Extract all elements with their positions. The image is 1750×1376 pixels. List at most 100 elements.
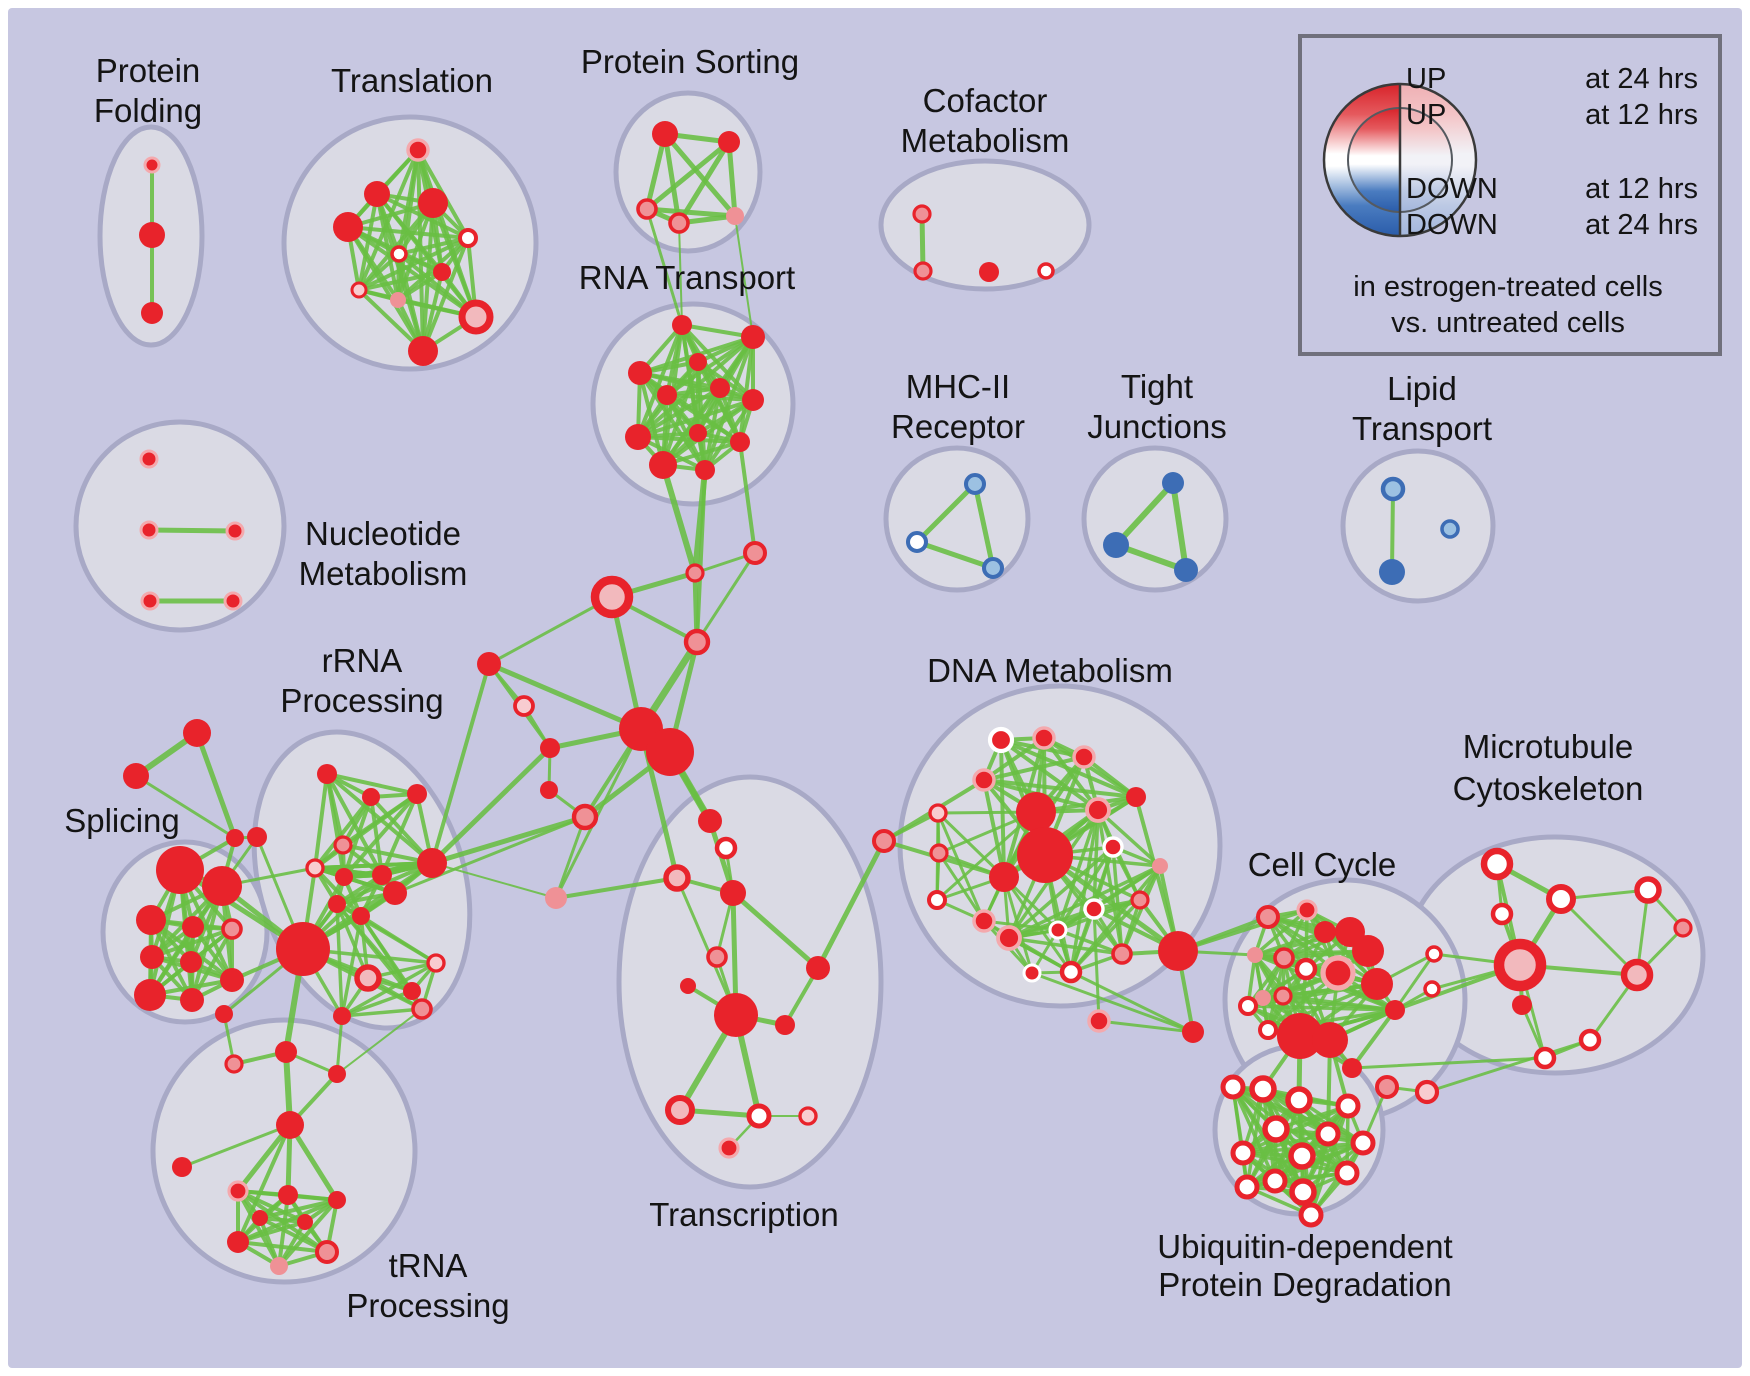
node <box>317 764 337 784</box>
edge <box>1113 480 1176 548</box>
edge <box>134 774 237 840</box>
edge <box>313 866 363 918</box>
legend-time-2: at 12 hrs <box>1585 173 1698 205</box>
edge <box>236 1240 329 1254</box>
edge <box>1092 907 1101 1023</box>
cluster-transcription-label: Transcription <box>649 1196 839 1233</box>
edge <box>636 323 684 439</box>
edge <box>1069 898 1142 974</box>
cluster-cofactor-metabolism-label: Metabolism <box>901 122 1070 159</box>
edge <box>662 131 682 226</box>
node <box>987 726 1015 754</box>
node <box>979 262 999 282</box>
edge <box>431 201 478 319</box>
node <box>746 1103 772 1129</box>
edge <box>554 876 679 900</box>
node <box>1102 836 1124 858</box>
edge <box>1559 897 1639 977</box>
node <box>1546 884 1576 914</box>
edge <box>236 1123 292 1244</box>
cluster-protein-sorting-label: Protein Sorting <box>581 43 799 80</box>
node <box>1048 920 1068 940</box>
node <box>649 451 677 479</box>
node <box>928 803 948 823</box>
node <box>223 591 243 611</box>
node <box>540 781 558 799</box>
edge <box>1170 480 1189 573</box>
node <box>1440 519 1460 539</box>
edge <box>936 811 986 923</box>
edge <box>999 738 1100 812</box>
node <box>1334 1160 1360 1186</box>
cluster-tight-junctions-label: Junctions <box>1087 408 1226 445</box>
node <box>646 728 694 776</box>
edge <box>675 876 738 1017</box>
node <box>665 1095 695 1125</box>
node <box>1022 963 1042 983</box>
edge <box>972 481 996 571</box>
edge <box>190 927 234 1002</box>
node <box>411 998 433 1020</box>
node <box>689 353 707 371</box>
edge <box>1096 808 1162 868</box>
cluster-lipid-transport-label: Lipid <box>1387 370 1457 407</box>
edge <box>359 914 438 965</box>
node <box>963 472 987 496</box>
node <box>718 1137 740 1159</box>
node <box>905 530 929 554</box>
node <box>1289 1178 1317 1206</box>
edge <box>703 335 755 472</box>
edge <box>703 398 755 472</box>
edge <box>287 1122 340 1203</box>
edge <box>914 539 996 571</box>
cluster-ubiquitin-degradation-label: Ubiquitin-dependent <box>1157 1228 1452 1265</box>
cluster-mhc-ii-receptor-shape <box>883 445 1031 593</box>
cluster-tight-junctions-shape <box>1081 445 1229 593</box>
node <box>227 1231 249 1253</box>
node <box>139 449 159 469</box>
edge <box>258 1216 329 1254</box>
node <box>333 1007 351 1025</box>
node <box>225 521 245 541</box>
edge <box>636 398 755 439</box>
edge <box>335 1014 344 1076</box>
edge <box>645 207 684 327</box>
node <box>180 988 204 1012</box>
node <box>1152 858 1168 874</box>
node <box>913 261 933 281</box>
edge <box>357 192 379 292</box>
node <box>1380 476 1406 502</box>
edge <box>1096 808 1124 956</box>
edge <box>313 795 373 870</box>
edge <box>340 1007 424 1018</box>
node <box>276 922 330 976</box>
node <box>1262 1168 1288 1194</box>
cluster-trna-processing-label: tRNA <box>389 1247 468 1284</box>
edge <box>662 131 738 219</box>
node <box>1320 955 1356 991</box>
node <box>247 827 267 847</box>
edge <box>1007 845 1115 940</box>
cluster-nucleotide-metabolism-label: Nucleotide <box>305 515 461 552</box>
edge <box>554 727 643 900</box>
legend-time-1: at 12 hrs <box>1585 99 1698 131</box>
node <box>1288 1142 1316 1170</box>
edge <box>341 843 434 865</box>
edge <box>982 755 1086 782</box>
cluster-rrna-processing-label: Processing <box>280 682 443 719</box>
edge <box>661 398 755 467</box>
node <box>1103 532 1129 558</box>
node <box>123 763 149 789</box>
edge <box>678 222 683 326</box>
node <box>215 1005 233 1023</box>
node <box>1273 947 1295 969</box>
node <box>328 1065 346 1083</box>
node <box>202 866 242 906</box>
cluster-cofactor-metabolism-label: Cofactor <box>923 82 1048 119</box>
node <box>140 591 160 611</box>
node <box>141 302 163 324</box>
cluster-rna-transport-label: RNA Transport <box>579 259 795 296</box>
edge <box>146 527 238 534</box>
edge <box>1350 1056 1547 1070</box>
edge <box>695 551 757 644</box>
